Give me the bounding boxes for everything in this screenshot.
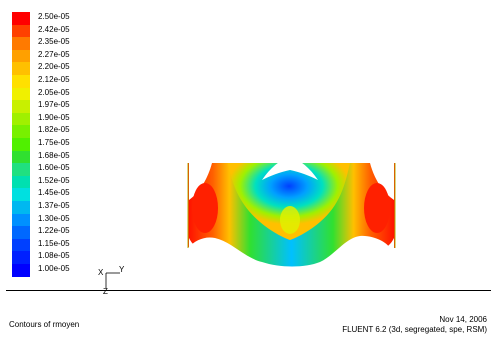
legend-swatch [12,264,30,278]
legend-swatch [12,112,30,126]
legend-swatch [12,175,30,189]
legend-swatch [12,24,30,38]
axis-triad-icon [105,272,120,288]
contour-plot [187,156,396,267]
contour-hot-spot-right [364,183,390,233]
legend-tick-label: 2.12e-05 [38,75,70,84]
legend-swatch [12,201,30,215]
legend-tick-label: 2.35e-05 [38,37,70,47]
legend-tick-label: 2.50e-05 [38,12,70,21]
axis-label-y: Y [119,265,125,274]
contour-void-right [370,163,394,200]
legend-swatch [12,49,30,63]
legend-tick-label: 1.37e-05 [38,201,70,210]
contour-void-left [189,163,212,200]
graphics-viewport[interactable]: 2.50e-05 2.42e-05 2.35e-05 2.27e-05 2.20e-05… [0,0,497,296]
legend-swatch [12,37,30,51]
contour-hot-spot-left [192,183,218,233]
legend-tick-label: 1.68e-05 [38,150,70,160]
footer-divider [6,290,491,291]
legend-tick-label: 1.90e-05 [38,112,70,122]
legend-swatch [12,188,30,202]
contour-center [228,163,350,240]
legend-tick-label: 2.42e-05 [38,24,70,34]
contour-void-lower-right [382,238,394,248]
legend-swatch [12,238,30,252]
solver-info: FLUENT 6.2 (3d, segregated, spe, RSM) [342,325,487,334]
legend-swatch [12,138,30,152]
legend-tick-label: 1.00e-05 [38,264,70,273]
axis-label-z: Z [103,287,108,296]
contour-void-top [262,156,318,180]
legend-swatch [12,213,30,227]
legend-tick-label: 2.27e-05 [38,49,70,59]
plot-title: Contours of rmoyen [9,320,80,329]
legend-swatch [12,100,30,114]
legend-tick-label: 1.15e-05 [38,238,70,248]
legend-swatch [12,75,30,89]
legend-tick-label: 1.97e-05 [38,100,70,110]
legend-tick-label: 1.75e-05 [38,138,70,147]
legend-tick-label: 1.52e-05 [38,175,70,185]
legend-swatch [12,226,30,240]
legend-swatch [12,12,30,26]
legend-tick-label: 1.22e-05 [38,226,70,236]
contour-void-lower-left [189,238,201,248]
legend-tick-label: 2.20e-05 [38,62,70,72]
legend-tick-label: 2.05e-05 [38,87,70,97]
legend-swatch [12,163,30,177]
legend-tick-label: 1.45e-05 [38,188,70,198]
plot-date: Nov 14, 2006 [439,315,487,324]
legend-tick-label: 1.30e-05 [38,213,70,223]
legend-tick-label: 1.60e-05 [38,163,70,173]
contour-yellow-core [280,206,300,234]
legend-swatch [12,87,30,101]
legend-tick-label: 1.82e-05 [38,125,70,135]
legend-swatch [12,125,30,139]
axis-label-origin: X [98,268,104,277]
axis-triad: X Y Z [98,265,128,298]
legend-swatch [12,62,30,76]
legend-tick-label: 1.08e-05 [38,251,70,261]
legend-swatch [12,251,30,265]
legend-swatch [12,150,30,164]
